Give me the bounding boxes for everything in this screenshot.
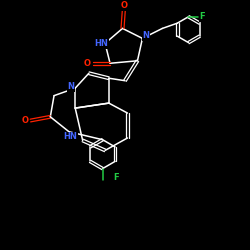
Text: HN: HN bbox=[63, 132, 77, 141]
Text: HN: HN bbox=[94, 39, 108, 48]
Text: O: O bbox=[84, 59, 91, 68]
Text: N: N bbox=[67, 82, 74, 92]
Text: O: O bbox=[22, 116, 29, 125]
Text: O: O bbox=[120, 1, 127, 10]
Text: F: F bbox=[199, 12, 205, 21]
Text: N: N bbox=[143, 32, 150, 40]
Text: F: F bbox=[114, 173, 119, 182]
